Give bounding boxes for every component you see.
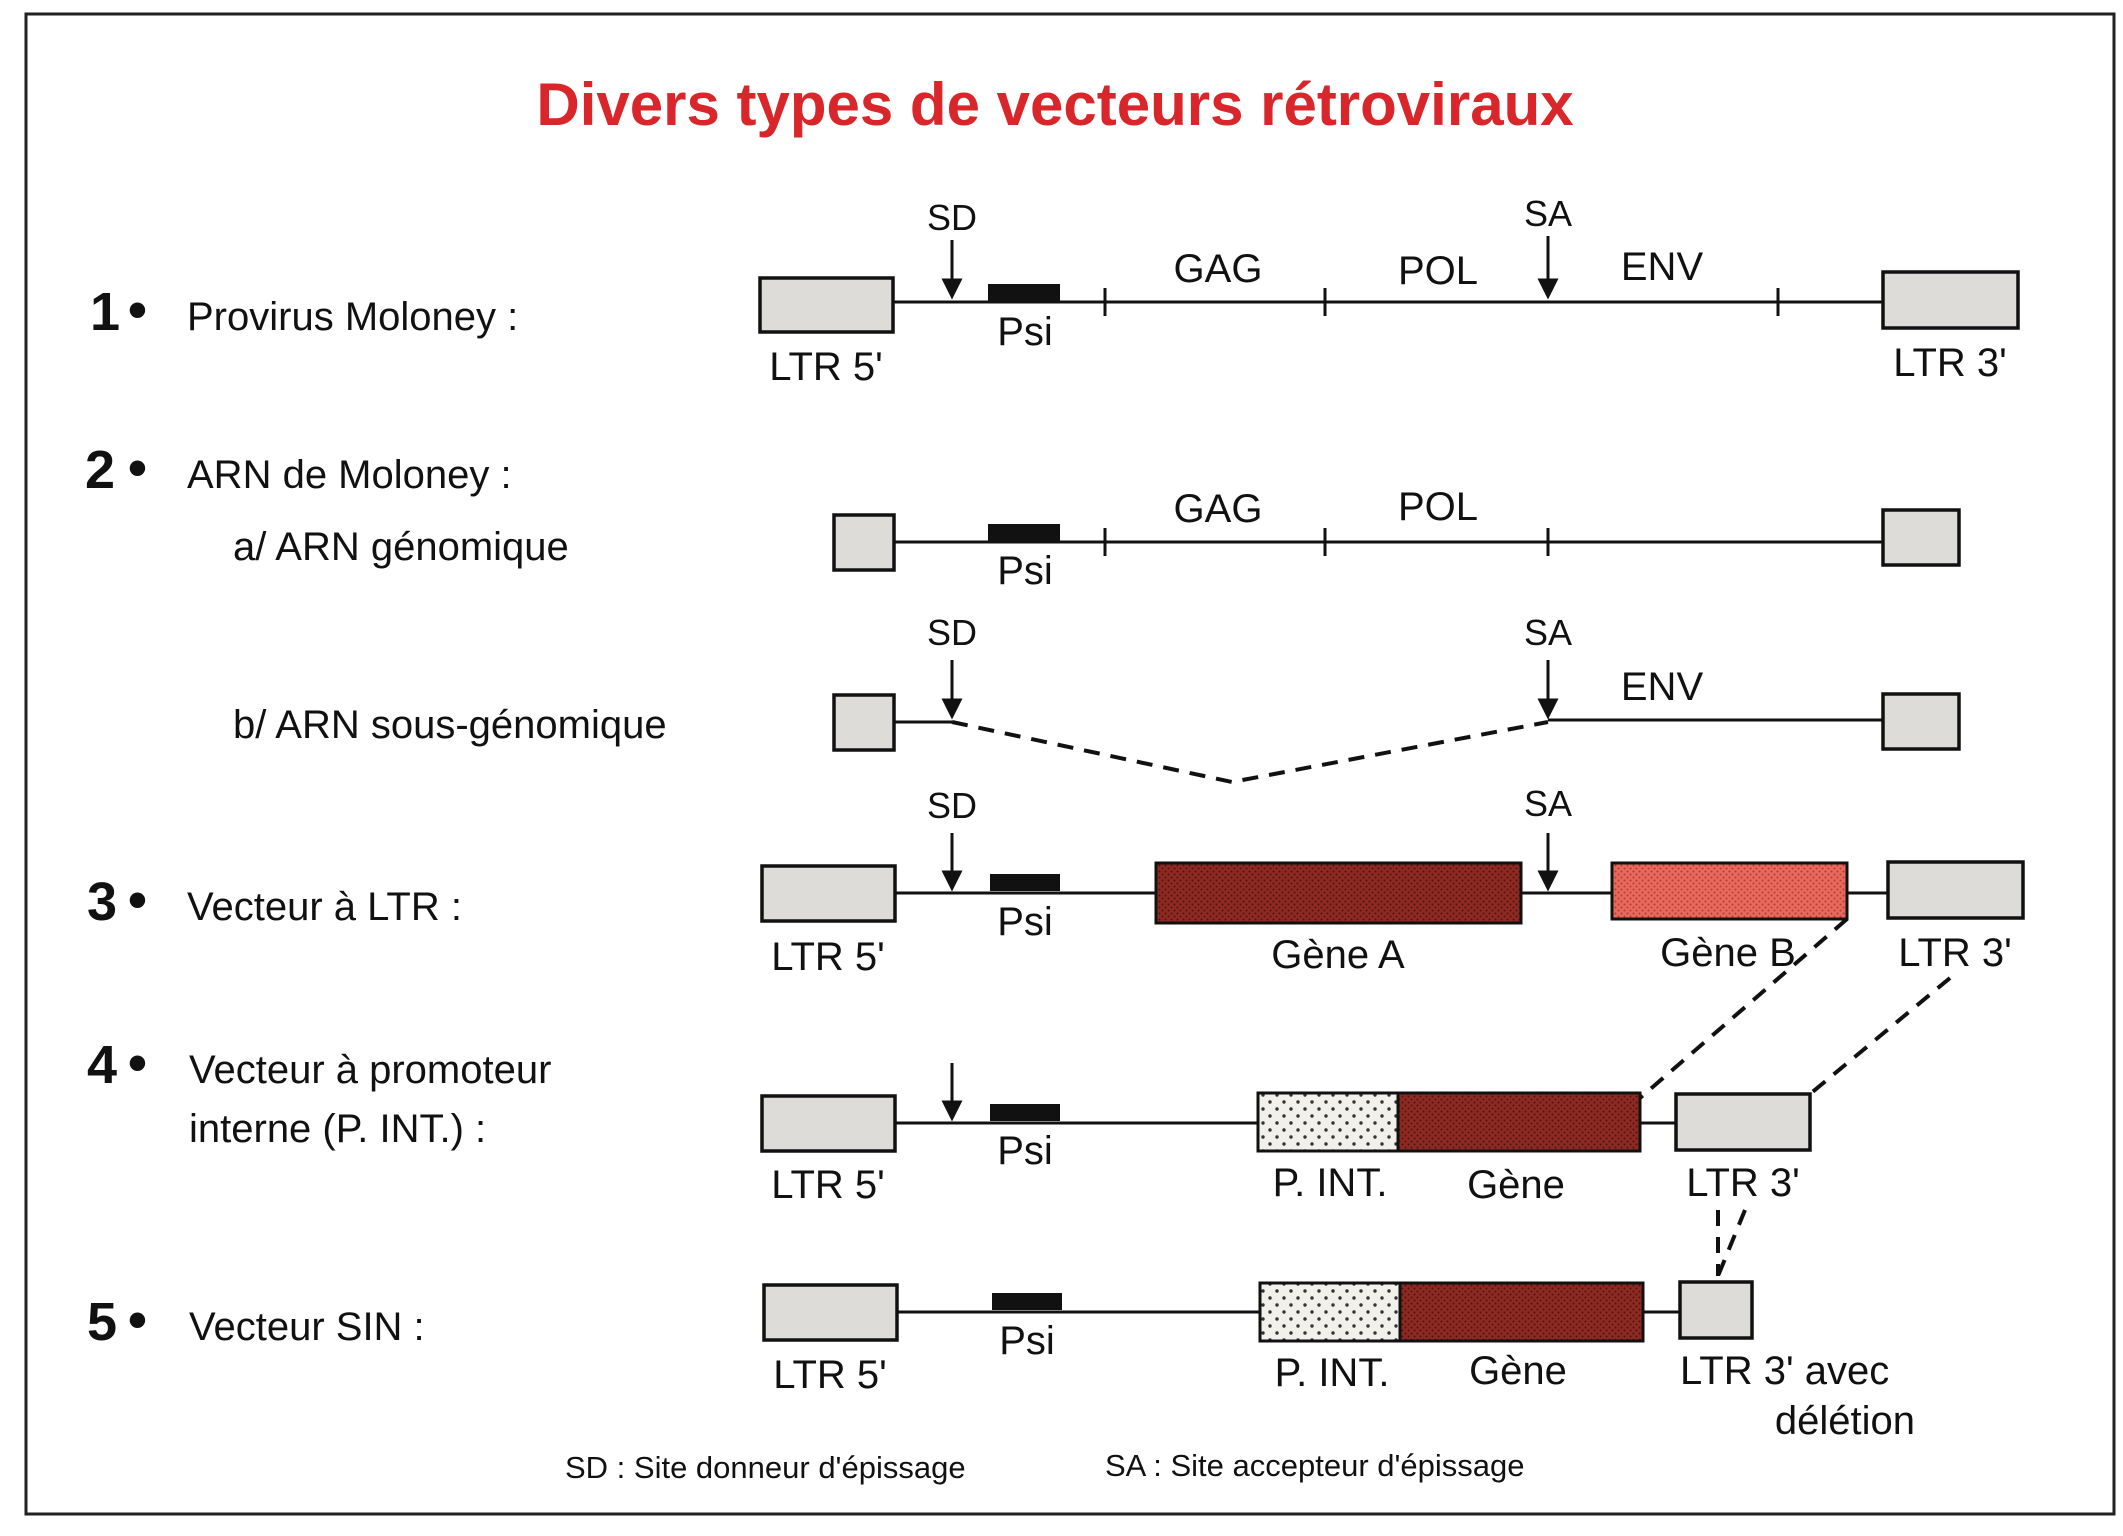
row-1-ltr3-label: LTR 3' xyxy=(1893,341,2007,385)
row-5-bullet: • xyxy=(128,1290,147,1350)
row-1-ltr5-label: LTR 5' xyxy=(769,345,883,389)
legend-sd: SD : Site donneur d'épissage xyxy=(565,1450,966,1485)
row-2b-sa-label: SA xyxy=(1524,612,1572,653)
row-2a-gag-label: GAG xyxy=(1174,487,1263,531)
row-2b-left-box xyxy=(832,693,896,752)
row-1-env-label: ENV xyxy=(1621,245,1704,289)
row-3-sa-label: SA xyxy=(1524,783,1572,824)
diagram-title: Divers types de vecteurs rétroviraux xyxy=(536,71,1573,138)
row-2-rna: 2 • ARN de Moloney : a/ ARN génomique b/… xyxy=(85,438,1961,785)
row-4-psi-label: Psi xyxy=(997,1129,1053,1173)
row-4-label-line-2: interne (P. INT.) : xyxy=(189,1107,486,1151)
row-3-label: Vecteur à LTR : xyxy=(187,885,462,929)
row-5-gene-label: Gène xyxy=(1469,1349,1567,1393)
row-1-ltr3-box xyxy=(1881,270,2020,330)
row-1-gag-label: GAG xyxy=(1174,247,1263,291)
row-2a-psi-label: Psi xyxy=(997,549,1053,593)
row-3-gene-a-label: Gène A xyxy=(1271,933,1405,977)
row-5-ltr5-label: LTR 5' xyxy=(773,1353,887,1397)
row-2a-label: a/ ARN génomique xyxy=(233,525,569,569)
row-4-number: 4 xyxy=(87,1035,117,1095)
row-2b-splice-dashes xyxy=(951,720,1549,785)
row-1-psi-label: Psi xyxy=(997,310,1053,354)
row-4-p-int-label: P. INT. xyxy=(1273,1161,1388,1205)
row-5-sin-vector: 5 • Vecteur SIN : Psi LTR 5' P. INT. Gèn… xyxy=(87,1280,1915,1443)
row-1-pol-label: POL xyxy=(1398,249,1478,293)
row-3-gene-a-box xyxy=(1154,861,1523,925)
row-4-label-line-1: Vecteur à promoteur xyxy=(189,1048,551,1092)
row-1-sd-label: SD xyxy=(927,197,977,238)
row-3-ltr3-box xyxy=(1886,860,2025,920)
row-2a-psi-bar xyxy=(988,524,1060,541)
row-1-provirus: 1 • Provirus Moloney : SD SA GAG POL ENV… xyxy=(90,193,2020,389)
row-1-psi-bar xyxy=(988,284,1060,301)
row-5-label: Vecteur SIN : xyxy=(189,1305,425,1349)
row-4-ltr3-label: LTR 3' xyxy=(1686,1161,1800,1205)
row-3-gene-b-label: Gène B xyxy=(1660,931,1796,975)
row-5-ltr3-del-box xyxy=(1678,1280,1754,1340)
row-4-psi-bar xyxy=(990,1104,1060,1121)
row-2b-right-box xyxy=(1881,692,1961,751)
connector-gene-b-to-row-4 xyxy=(1638,917,1849,1100)
row-5-gene-box xyxy=(1398,1281,1645,1343)
row-1-ltr5-box xyxy=(758,276,895,334)
row-3-psi-label: Psi xyxy=(997,900,1053,944)
connector-ltr3-to-row-4 xyxy=(1808,976,1952,1096)
row-5-ltr3-del-label-line-2: délétion xyxy=(1775,1399,1915,1443)
row-2-bullet: • xyxy=(128,438,147,498)
row-2b-label: b/ ARN sous-génomique xyxy=(233,703,667,747)
row-1-sa-label: SA xyxy=(1524,193,1572,234)
row-4-ltr5-box xyxy=(760,1094,897,1153)
row-4-gene-box xyxy=(1396,1091,1642,1153)
row-5-ltr5-box xyxy=(762,1283,899,1342)
row-5-psi-bar xyxy=(992,1293,1062,1310)
connector-ltr3-to-row-5-right xyxy=(1716,1209,1747,1277)
row-3-ltr-vector: 3 • Vecteur à LTR : SD SA Psi LTR 5' Gèn… xyxy=(87,783,2025,979)
row-5-p-int-label: P. INT. xyxy=(1275,1351,1390,1395)
row-3-ltr5-label: LTR 5' xyxy=(771,935,885,979)
row-1-label: Provirus Moloney : xyxy=(187,295,518,339)
row-5-ltr3-del-label-line-1: LTR 3' avec xyxy=(1680,1349,1889,1393)
row-2a-left-box xyxy=(832,513,896,572)
row-2b-sd-label: SD xyxy=(927,612,977,653)
row-5-promoter-box xyxy=(1258,1281,1402,1343)
row-3-ltr5-box xyxy=(760,864,897,923)
row-3-bullet: • xyxy=(128,870,147,930)
row-1-bullet: • xyxy=(128,280,147,340)
row-1-number: 1 xyxy=(90,282,120,342)
legend-sa: SA : Site accepteur d'épissage xyxy=(1105,1448,1525,1483)
row-4-gene-label: Gène xyxy=(1467,1163,1565,1207)
row-3-sd-label: SD xyxy=(927,785,977,826)
row-2-label: ARN de Moloney : xyxy=(187,453,512,497)
row-2a-right-box xyxy=(1881,508,1961,567)
row-5-number: 5 xyxy=(87,1292,117,1352)
row-4-promoter-box xyxy=(1256,1091,1400,1153)
row-3-number: 3 xyxy=(87,872,117,932)
row-4-bullet: • xyxy=(128,1033,147,1093)
row-2a-pol-label: POL xyxy=(1398,485,1478,529)
row-3-ltr3-label: LTR 3' xyxy=(1898,931,2012,975)
row-4-ltr3-box xyxy=(1674,1092,1812,1152)
row-2b-env-label: ENV xyxy=(1621,665,1704,709)
frame-border xyxy=(24,12,2116,1516)
row-3-gene-b-box xyxy=(1610,861,1849,921)
row-4-internal-promoter-vector: 4 • Vecteur à promoteur interne (P. INT.… xyxy=(87,1033,1812,1207)
row-2-number: 2 xyxy=(85,440,115,500)
row-5-psi-label: Psi xyxy=(999,1319,1055,1363)
row-3-psi-bar xyxy=(990,874,1060,891)
row-4-ltr5-label: LTR 5' xyxy=(771,1163,885,1207)
